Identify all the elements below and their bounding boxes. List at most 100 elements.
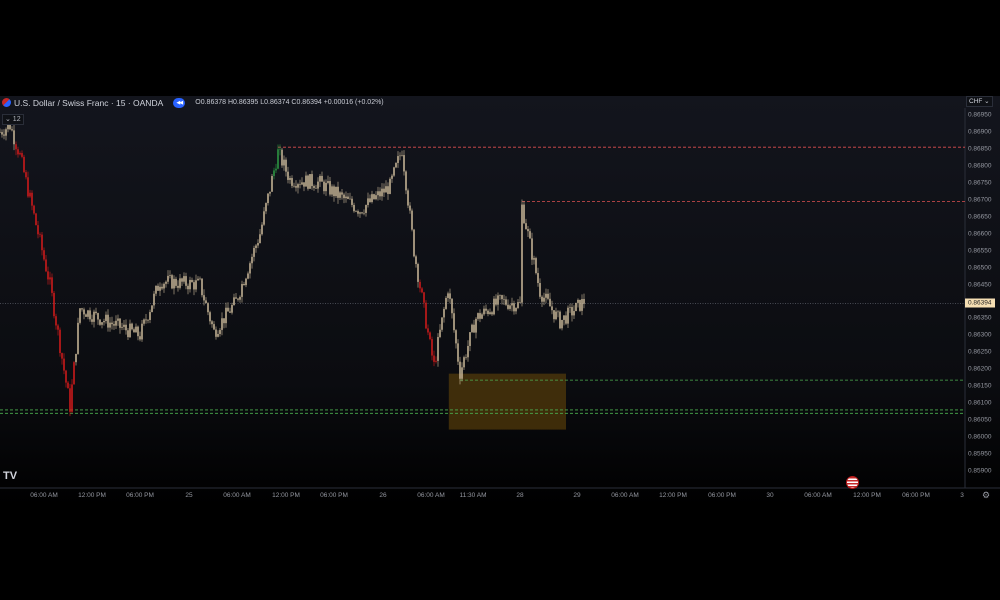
candle-body	[377, 191, 379, 196]
candle-body	[313, 186, 315, 188]
candle-body	[115, 320, 117, 326]
candle-body	[351, 198, 353, 205]
candle-body	[427, 328, 429, 333]
candle-body	[7, 124, 9, 130]
candle-body	[49, 277, 51, 280]
candle-body	[379, 191, 381, 197]
chart-header: U.S. Dollar / Swiss Franc · 15 · OANDA ◀…	[0, 96, 384, 109]
candle-body	[181, 278, 183, 282]
candle-body	[435, 360, 437, 362]
candle-body	[17, 149, 19, 155]
candle-body	[319, 175, 321, 182]
candle-body	[451, 298, 453, 314]
candle-body	[217, 333, 219, 337]
candle-body	[557, 311, 559, 313]
candle-body	[337, 186, 339, 198]
candle-body	[51, 277, 53, 293]
candle-body	[553, 310, 555, 320]
candle-body	[369, 198, 371, 202]
candle-body	[247, 273, 249, 279]
candle-body	[11, 129, 13, 131]
candle-body	[281, 149, 283, 166]
candle-body	[555, 311, 557, 320]
chart-area[interactable]	[0, 96, 1000, 506]
candle-body	[309, 174, 311, 189]
candle-body	[565, 315, 567, 324]
price-tick: 0.86050	[968, 416, 992, 424]
price-tick: 0.85950	[968, 450, 992, 458]
candle-body	[293, 185, 295, 187]
candle-body	[491, 312, 493, 315]
rewind-icon[interactable]: ◀◀	[173, 97, 186, 108]
candle-body	[399, 155, 401, 157]
candle-body	[9, 124, 11, 130]
candle-body	[27, 177, 29, 197]
candle-body	[421, 288, 423, 293]
indicators-toggle[interactable]: ⌄ 12	[2, 114, 24, 125]
candle-body	[113, 324, 115, 326]
candle-body	[119, 318, 121, 328]
candle-body	[457, 343, 459, 362]
candle-body	[193, 282, 195, 290]
candle-body	[103, 321, 105, 323]
ohlc-values: O0.86378 H0.86395 L0.86374 C0.86394 +0.0…	[195, 98, 384, 106]
candle-body	[467, 345, 469, 358]
candle-body	[341, 192, 343, 195]
candle-body	[165, 281, 167, 284]
candle-body	[65, 370, 67, 383]
candle-body	[213, 324, 215, 330]
time-tick: 12:00 PM	[272, 492, 300, 499]
candle-body	[339, 192, 341, 198]
price-tick: 0.86300	[968, 331, 992, 339]
time-tick: 26	[379, 492, 387, 499]
candle-body	[183, 276, 185, 282]
candle-body	[235, 297, 237, 299]
price-tick: 0.86600	[968, 230, 992, 238]
candle-body	[425, 302, 427, 329]
candle-body	[163, 283, 165, 289]
price-tick: 0.86750	[968, 179, 992, 187]
candle-body	[257, 243, 259, 246]
candle-body	[189, 279, 191, 290]
candle-body	[285, 159, 287, 172]
candle-body	[283, 159, 285, 166]
candle-body	[85, 314, 87, 317]
settings-gear-icon[interactable]: ⚙	[982, 490, 991, 500]
candle-body	[131, 323, 133, 330]
candle-body	[375, 195, 377, 200]
time-tick: 06:00 PM	[126, 492, 154, 499]
candle-body	[179, 278, 181, 288]
candle-body	[443, 308, 445, 318]
us-event-flag-icon[interactable]	[846, 476, 859, 489]
candle-body	[505, 299, 507, 305]
price-tick: 0.86250	[968, 348, 992, 356]
candle-body	[223, 318, 225, 324]
candle-body	[411, 210, 413, 230]
candle-body	[101, 322, 103, 325]
candle-body	[23, 156, 25, 173]
candle-body	[391, 175, 393, 179]
candle-body	[581, 299, 583, 311]
candle-body	[159, 286, 161, 291]
candle-body	[387, 186, 389, 194]
candle-body	[41, 234, 43, 251]
candle-body	[221, 318, 223, 330]
candle-body	[39, 234, 41, 235]
candle-body	[129, 323, 131, 338]
currency-select[interactable]: CHF ⌄	[966, 96, 993, 107]
symbol-title[interactable]: U.S. Dollar / Swiss Franc · 15 · OANDA	[14, 97, 164, 108]
candle-body	[547, 293, 549, 299]
candle-body	[359, 212, 361, 214]
candle-body	[29, 192, 31, 197]
candle-body	[121, 326, 123, 328]
candle-body	[31, 192, 33, 206]
candle-body	[371, 194, 373, 202]
time-tick: 12:00 PM	[78, 492, 106, 499]
candle-body	[397, 156, 399, 163]
candle-body	[219, 329, 221, 334]
candle-body	[433, 355, 435, 362]
candle-body	[541, 296, 543, 302]
candle-body	[513, 303, 515, 312]
candle-body	[211, 321, 213, 325]
